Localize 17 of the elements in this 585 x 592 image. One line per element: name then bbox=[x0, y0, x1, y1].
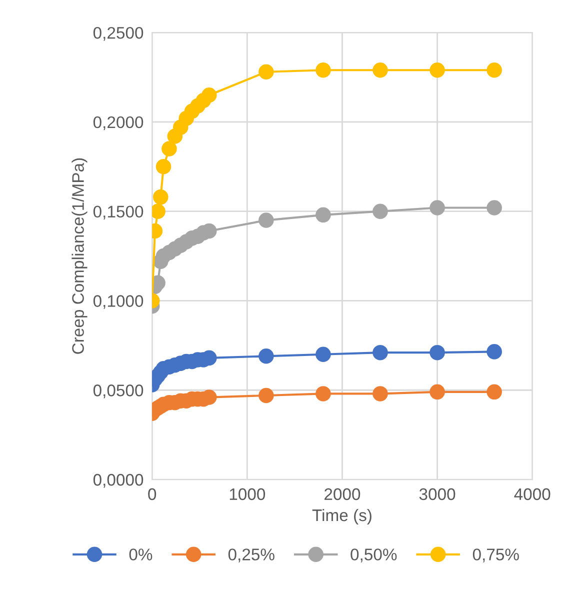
y-tick-label: 0,2000 bbox=[93, 116, 144, 130]
y-tick-label: 0,0500 bbox=[93, 384, 144, 398]
y-axis-title: Creep Compliance(1/MPa) bbox=[72, 158, 88, 354]
legend-label: 0,50% bbox=[350, 548, 397, 562]
x-axis-title: Time (s) bbox=[312, 508, 372, 524]
x-tick-label: 2000 bbox=[324, 488, 360, 500]
x-tick-label: 0 bbox=[148, 488, 156, 500]
legend-label: 0% bbox=[129, 548, 152, 560]
y-tick-label: 0,2500 bbox=[93, 26, 144, 41]
legend-label: 0,25% bbox=[228, 548, 274, 562]
y-tick-label: 0,0000 bbox=[93, 474, 144, 488]
x-tick-label: 4000 bbox=[514, 488, 550, 500]
y-tick-label: 0,1000 bbox=[93, 295, 144, 309]
legend-label: 0,75% bbox=[472, 548, 519, 562]
x-tick-label: 3000 bbox=[419, 488, 456, 500]
y-tick-label: 0,1500 bbox=[93, 206, 144, 220]
x-tick-label: 1000 bbox=[230, 488, 266, 500]
